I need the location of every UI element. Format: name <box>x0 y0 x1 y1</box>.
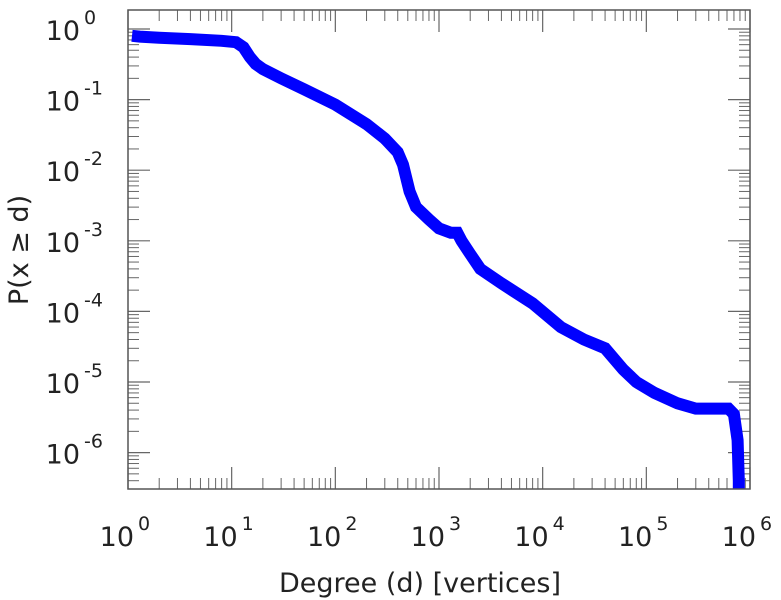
series-line <box>131 29 745 489</box>
x-tick-exponent: 0 <box>138 513 150 535</box>
x-tick-base: 10 <box>722 522 756 553</box>
x-tick-label: 10 5 <box>618 513 668 553</box>
x-tick-base: 10 <box>618 522 652 553</box>
x-tick-label: 10 6 <box>722 513 772 553</box>
y-tick-base: 10 <box>46 369 80 400</box>
y-tick-label: 10 0 <box>46 7 96 47</box>
x-tick-label: 10 0 <box>100 513 150 553</box>
x-tick-label: 10 2 <box>307 513 357 553</box>
x-tick-base: 10 <box>100 522 134 553</box>
y-tick-label: 10 -4 <box>46 289 103 329</box>
x-tick-base: 10 <box>411 522 445 553</box>
x-tick-label: 10 3 <box>411 513 461 553</box>
y-tick-base: 10 <box>46 157 80 188</box>
x-axis-title: Degree (d) [vertices] <box>279 568 561 599</box>
y-axis-title: P(x ≥ d) <box>4 195 35 305</box>
y-tick-exponent: -3 <box>84 219 103 241</box>
x-tick-label: 10 4 <box>514 513 564 553</box>
x-tick-label: 10 1 <box>203 513 253 553</box>
y-tick-label: 10 -1 <box>46 78 103 118</box>
y-tick-label: 10 -2 <box>46 148 103 188</box>
x-tick-exponent: 1 <box>242 513 254 535</box>
x-tick-labels: 10 0 10 1 10 2 10 3 10 4 10 5 10 6 <box>100 513 772 553</box>
x-tick-base: 10 <box>514 522 548 553</box>
x-tick-exponent: 5 <box>656 513 668 535</box>
x-tick-exponent: 3 <box>449 513 461 535</box>
x-tick-exponent: 2 <box>345 513 357 535</box>
x-tick-base: 10 <box>307 522 341 553</box>
y-tick-exponent: -5 <box>84 360 103 382</box>
x-tick-base: 10 <box>203 522 237 553</box>
y-tick-exponent: -1 <box>84 78 103 100</box>
y-tick-base: 10 <box>46 298 80 329</box>
y-tick-label: 10 -5 <box>46 360 103 400</box>
y-tick-exponent: -6 <box>84 431 103 453</box>
y-tick-base: 10 <box>46 87 80 118</box>
y-tick-base: 10 <box>46 16 80 47</box>
y-tick-label: 10 -6 <box>46 431 103 471</box>
y-tick-exponent: -4 <box>84 289 103 311</box>
y-tick-base: 10 <box>46 228 80 259</box>
plot-background <box>128 10 750 489</box>
plot-frame <box>127 9 751 490</box>
y-tick-base: 10 <box>46 440 80 471</box>
minor-ticks <box>128 10 750 489</box>
y-tick-label: 10 -3 <box>46 219 103 259</box>
x-tick-exponent: 4 <box>553 513 565 535</box>
y-tick-exponent: -2 <box>84 148 103 170</box>
y-tick-exponent: 0 <box>84 7 96 29</box>
x-tick-exponent: 6 <box>760 513 772 535</box>
